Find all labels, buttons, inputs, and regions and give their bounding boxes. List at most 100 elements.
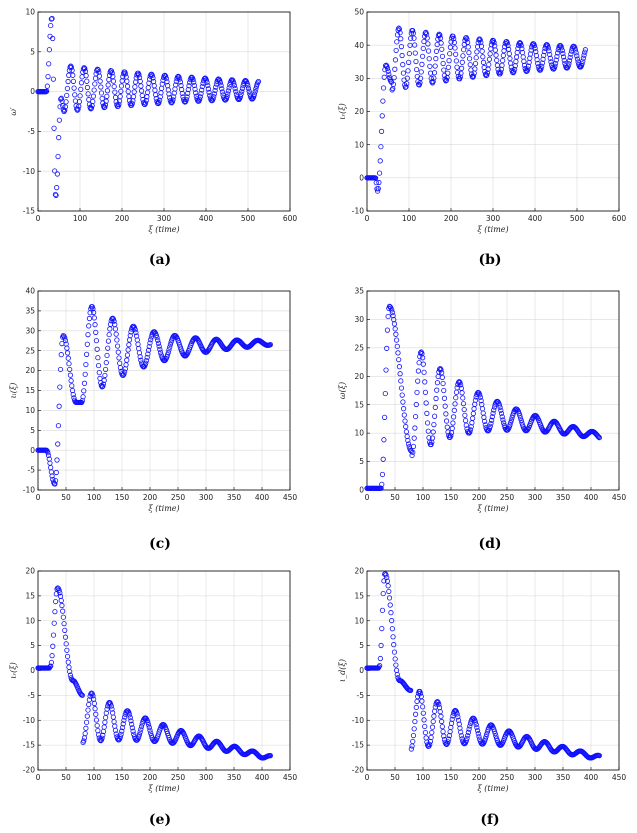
data-point [410, 30, 416, 36]
data-point [61, 621, 67, 627]
x-tick-label: 350 [556, 773, 571, 782]
x-tick-label: 450 [283, 773, 298, 782]
data-point [553, 57, 559, 63]
x-tick-label: 200 [444, 214, 459, 223]
data-point [384, 345, 390, 351]
data-point [405, 437, 411, 444]
data-point [498, 66, 504, 72]
data-point [86, 315, 93, 322]
data-point [124, 357, 130, 363]
data-point [107, 700, 113, 706]
data-point [51, 620, 57, 626]
data-point [78, 691, 84, 697]
data-point [124, 78, 130, 84]
x-axis-label: ξ (time) [477, 784, 508, 793]
data-point [70, 78, 77, 84]
data-point [57, 104, 63, 110]
data-point [93, 329, 99, 335]
data-point [406, 50, 412, 57]
data-point [572, 45, 578, 51]
x-tick-label: 300 [199, 493, 214, 502]
data-point [444, 424, 450, 430]
data-point [500, 417, 506, 423]
data-point [167, 344, 173, 350]
data-point [532, 45, 538, 51]
data-point [477, 392, 483, 398]
data-point [548, 59, 554, 65]
data-point [130, 94, 137, 100]
data-point [138, 88, 145, 94]
data-point [452, 45, 458, 51]
data-point [379, 481, 385, 487]
data-point [94, 346, 100, 352]
data-point [471, 70, 477, 76]
data-point [64, 653, 71, 660]
data-point [427, 741, 433, 748]
data-point [393, 662, 399, 668]
data-point [384, 63, 390, 69]
data-point [440, 728, 446, 735]
data-point [62, 335, 68, 341]
x-tick-label: 50 [390, 773, 400, 782]
data-point [440, 60, 446, 67]
data-point [393, 337, 400, 343]
data-point [199, 83, 205, 90]
data-point [396, 364, 402, 370]
y-tick-label: -15 [23, 207, 35, 216]
data-point [386, 588, 392, 595]
data-point [236, 96, 242, 102]
data-point [50, 76, 56, 82]
data-point [93, 717, 100, 723]
data-point [137, 729, 143, 735]
data-point [148, 337, 154, 343]
data-point [76, 99, 83, 105]
data-point [92, 81, 98, 87]
data-point [136, 732, 143, 738]
data-point [156, 99, 162, 106]
data-point [510, 70, 516, 76]
x-tick-label: 100 [416, 493, 431, 502]
data-point [508, 60, 514, 66]
data-point [408, 30, 414, 36]
data-point [422, 723, 428, 730]
data-point [206, 89, 212, 95]
panel-caption: (e) [149, 812, 171, 828]
data-point [438, 40, 444, 46]
y-tick-label: 50 [354, 8, 364, 17]
data-point [441, 733, 447, 739]
data-point [421, 369, 427, 375]
y-tick-label: 15 [354, 591, 364, 600]
data-point [447, 44, 453, 50]
data-point [412, 50, 418, 56]
data-point [466, 56, 473, 62]
data-point [204, 79, 210, 86]
data-point [85, 331, 91, 338]
data-point [520, 54, 526, 60]
data-point [472, 719, 479, 725]
panel-caption: (b) [478, 252, 501, 268]
y-tick-label: 15 [25, 386, 35, 395]
data-point [103, 98, 109, 104]
data-point [83, 719, 90, 725]
data-point [100, 383, 106, 389]
data-point [414, 389, 420, 396]
data-point [127, 332, 133, 339]
y-tick-label: 30 [25, 326, 35, 335]
data-point [398, 36, 404, 42]
y-tick-label: 40 [354, 41, 364, 50]
data-point [464, 36, 470, 42]
data-point [53, 598, 59, 605]
data-point [479, 406, 486, 412]
data-point [405, 441, 412, 447]
data-point [453, 58, 459, 64]
data-point [474, 724, 480, 731]
data-point [484, 426, 490, 433]
data-point [48, 16, 54, 22]
data-point [103, 366, 109, 373]
x-tick-label: 300 [199, 773, 214, 782]
y-tick-label: 20 [25, 366, 35, 375]
data-point [43, 89, 49, 95]
data-point [465, 44, 471, 50]
data-point [441, 67, 447, 73]
data-point [580, 58, 586, 64]
